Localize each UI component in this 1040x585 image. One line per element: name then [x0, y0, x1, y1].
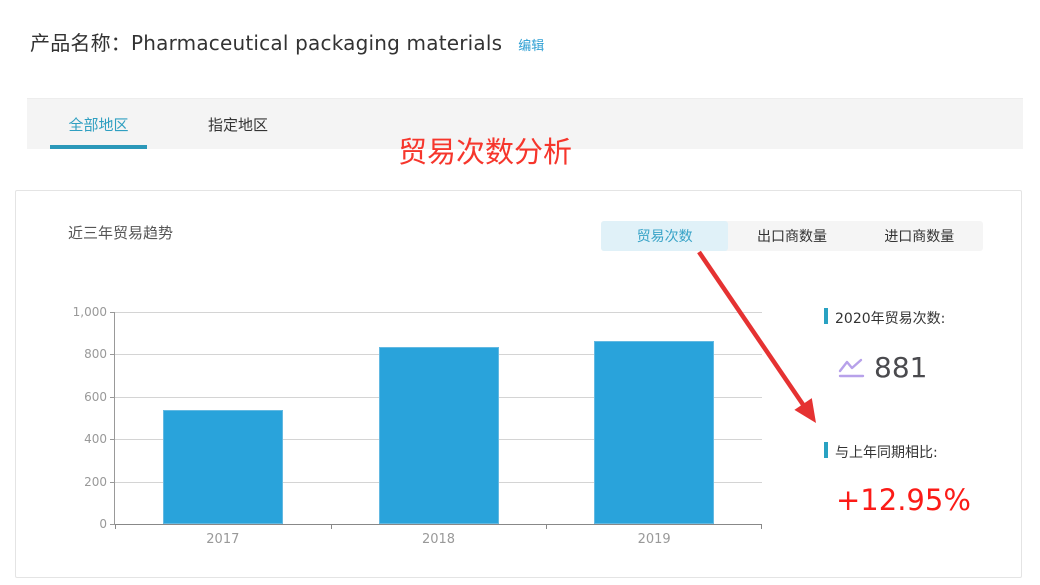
bar-2019[interactable]	[594, 341, 715, 524]
tab-specified-regions[interactable]: 指定地区	[178, 99, 298, 149]
x-axis-tick-label: 2017	[206, 532, 240, 547]
line-chart-icon	[838, 358, 865, 378]
tab-importer-count[interactable]: 进口商数量	[856, 221, 983, 251]
y-axis-tick-label: 1,000	[72, 305, 107, 319]
edit-link[interactable]: 编辑	[518, 39, 545, 54]
product-name-value: Pharmaceutical packaging materials	[131, 31, 503, 55]
y-axis-tick	[110, 439, 115, 440]
x-axis-tick	[546, 524, 548, 529]
y-axis-tick	[110, 354, 115, 355]
y-axis-tick	[110, 482, 115, 483]
stat1-value: 881	[874, 351, 928, 384]
chart-plot: 0 200 400 600 800 1,000 2017 2018 2019	[73, 305, 762, 547]
y-axis-tick	[110, 524, 115, 525]
x-axis-tick	[330, 524, 332, 529]
bar-2018[interactable]	[378, 347, 499, 524]
bar-2017[interactable]	[162, 410, 283, 524]
tab-exporter-count-label: 出口商数量	[756, 229, 827, 245]
active-tab-underline	[50, 145, 147, 149]
trade-trend-card: 近三年贸易趋势 贸易次数 出口商数量 进口商数量 0 200 400 600 800 1,…	[15, 190, 1022, 578]
y-axis-tick-label: 600	[84, 390, 107, 404]
y-axis-tick	[110, 397, 115, 398]
y-axis-tick	[110, 312, 115, 313]
gridline	[115, 312, 762, 313]
tab-all-regions[interactable]: 全部地区	[50, 99, 147, 149]
card-title: 近三年贸易趋势	[68, 224, 174, 242]
tab-trade-count[interactable]: 贸易次数	[601, 221, 729, 251]
tab-all-regions-label: 全部地区	[68, 115, 129, 134]
tab-trade-count-label: 贸易次数	[636, 229, 693, 245]
x-axis-tick	[115, 524, 116, 529]
stat1-marker	[824, 308, 828, 324]
x-axis-tick-label: 2019	[637, 532, 671, 547]
page-header: 产品名称： Pharmaceutical packaging materials…	[30, 27, 544, 56]
y-axis-tick-label: 400	[84, 432, 107, 446]
product-name-label: 产品名称：	[30, 31, 131, 55]
annotation-text: 贸易次数分析	[398, 135, 573, 169]
y-axis-tick-label: 0	[99, 517, 107, 531]
y-axis-tick-label: 800	[84, 347, 107, 361]
tab-specified-regions-label: 指定地区	[207, 115, 268, 134]
stat2-value: +12.95%	[836, 483, 971, 517]
x-axis-tick	[761, 524, 762, 529]
y-axis-tick-label: 200	[84, 475, 107, 489]
tab-exporter-count[interactable]: 出口商数量	[728, 221, 855, 251]
metric-tab-group: 贸易次数 出口商数量 进口商数量	[601, 221, 983, 251]
x-axis-tick-label: 2018	[421, 532, 456, 547]
tab-importer-count-label: 进口商数量	[884, 229, 955, 245]
stat2-label: 与上年同期相比:	[835, 445, 938, 461]
stat2-marker	[824, 442, 828, 458]
region-tab-bar: 全部地区 指定地区	[27, 98, 1023, 149]
stat1-label: 2020年贸易次数:	[835, 311, 946, 327]
